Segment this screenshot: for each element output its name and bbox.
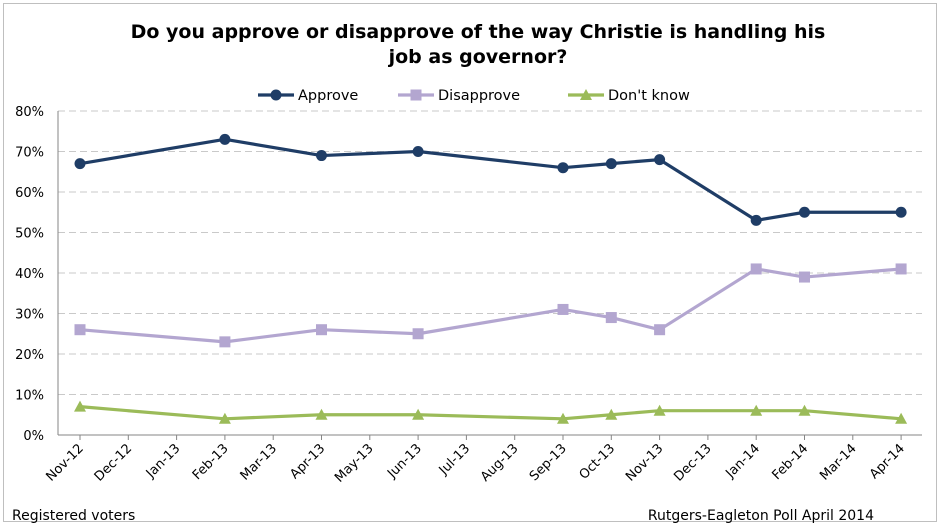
x-tick-label: Jan-13 [143, 441, 184, 482]
approve-point [74, 158, 86, 170]
disapprove-point [316, 324, 327, 336]
x-tick-label: Nov-13 [623, 441, 666, 484]
x-tick-label: Jun-13 [384, 441, 425, 482]
series-disapprove [74, 263, 907, 348]
don-t-know-point [798, 404, 811, 416]
legend-item-don-t-know: Don't know [568, 88, 690, 104]
chart-frame [3, 3, 937, 522]
x-tick-label: Nov-12 [44, 441, 87, 484]
disapprove-point [750, 263, 762, 275]
x-tick-label: Feb-13 [190, 441, 232, 483]
don-t-know-point [605, 408, 618, 420]
legend: Approve Disapprove Don't know [258, 88, 690, 104]
x-tick-label: Jan-14 [723, 441, 764, 482]
series-don-t-know [74, 400, 908, 424]
series-approve [74, 133, 907, 226]
chart-title-line-2: job as governor? [388, 46, 568, 68]
disapprove-line [79, 267, 902, 344]
don-t-know-point [895, 412, 908, 424]
approve-point [219, 133, 231, 145]
x-tick-label: Feb-14 [769, 441, 811, 483]
don-t-know-point [315, 408, 328, 420]
y-tick-label: 10% [15, 389, 44, 404]
don-t-know-point [557, 412, 569, 424]
disapprove-point [74, 324, 86, 336]
legend-label: Don't know [608, 88, 690, 104]
legend-label: Disapprove [438, 88, 520, 104]
disapprove-point [654, 324, 666, 336]
x-tick-label: Oct-13 [577, 441, 619, 483]
footer-note-right: Rutgers-Eagleton Poll April 2014 [648, 508, 874, 524]
gridlines [58, 110, 922, 395]
approve-point [605, 158, 617, 170]
legend-label: Approve [298, 88, 358, 104]
legend-swatch-marker [410, 89, 422, 101]
y-tick-label: 0% [23, 429, 44, 444]
legend-swatch-marker [270, 89, 282, 101]
x-tick-label: Aug-13 [478, 441, 522, 485]
series-layer [74, 133, 908, 424]
approve-line [79, 137, 902, 222]
y-axis-ticks: 0% 10% 20% 30% 40% 50% 60% 70% 80% [15, 105, 44, 444]
x-axis: Nov-12 Dec-12 Jan-13 Feb-13 Mar-13 Apr-13 May-… [44, 111, 922, 486]
y-tick-label: 20% [15, 348, 44, 363]
chart-title-line-1: Do you approve or disapprove of the way … [131, 21, 826, 43]
x-tick-label: Mar-14 [817, 441, 859, 483]
disapprove-point [557, 303, 569, 315]
y-tick-label: 70% [15, 146, 44, 161]
legend-item-disapprove: Disapprove [398, 88, 520, 104]
don-t-know-line [79, 405, 902, 421]
x-tick-label: Dec-12 [92, 441, 135, 484]
disapprove-point [219, 336, 231, 348]
y-tick-label: 40% [15, 267, 44, 282]
y-tick-label: 80% [15, 105, 44, 120]
approve-point [895, 206, 907, 218]
approve-point [654, 154, 666, 166]
x-tick-label: Jul-13 [436, 441, 473, 478]
approve-point [316, 150, 327, 162]
approve-point [750, 214, 762, 226]
disapprove-point [412, 328, 424, 340]
y-tick-label: 50% [15, 227, 44, 242]
approve-point [557, 162, 569, 174]
approve-point [412, 146, 424, 157]
don-t-know-point [750, 404, 763, 416]
don-t-know-point [412, 408, 425, 420]
don-t-know-point [653, 404, 666, 416]
don-t-know-point [218, 412, 231, 424]
x-tick-label: Apr-14 [867, 441, 908, 482]
y-tick-label: 60% [15, 186, 44, 201]
legend-swatch-marker [580, 89, 592, 100]
x-tick-label: Dec-13 [671, 441, 714, 484]
x-tick-label: May-13 [332, 441, 376, 485]
disapprove-point [895, 263, 907, 275]
x-tick-label: Sep-13 [527, 441, 570, 484]
approve-point [799, 206, 810, 218]
x-tick-label: Apr-13 [287, 441, 328, 482]
footer-note-left: Registered voters [12, 508, 135, 524]
don-t-know-point [74, 400, 86, 412]
x-tick-label: Mar-13 [238, 441, 280, 483]
legend-item-approve: Approve [258, 88, 358, 104]
disapprove-point [605, 312, 617, 324]
y-tick-label: 30% [15, 308, 44, 323]
disapprove-point [799, 271, 810, 283]
